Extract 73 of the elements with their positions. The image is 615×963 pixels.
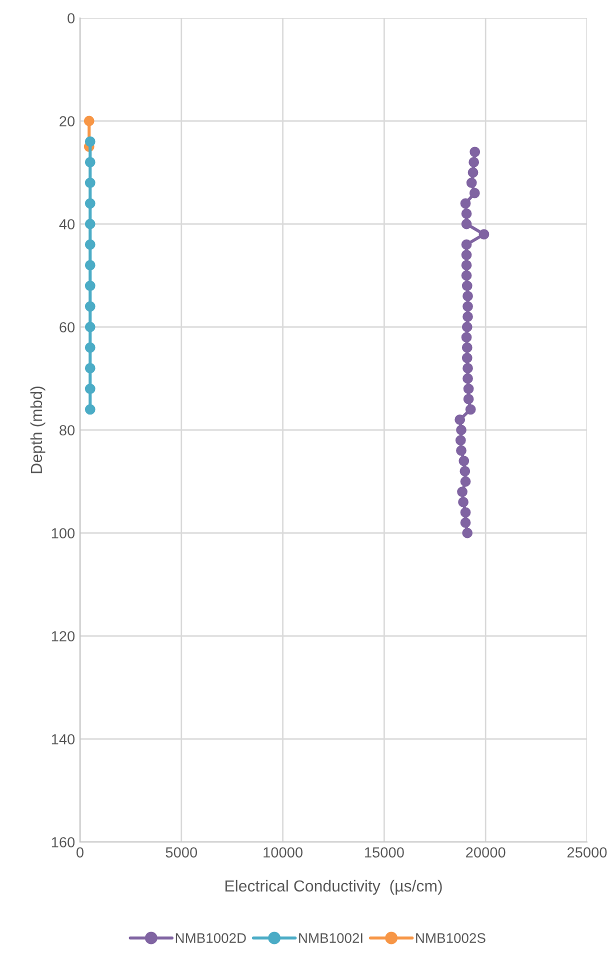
x-axis-title: Electrical Conductivity (µs/cm) (225, 880, 442, 895)
y-axis-title: Depth (mbd) (30, 386, 46, 474)
point (470, 146, 480, 158)
x-tick-label: 0 (76, 847, 84, 858)
y-tick-label: 40 (59, 219, 75, 230)
point (462, 311, 473, 322)
point (458, 456, 470, 466)
point (463, 384, 474, 394)
x-tick-label: 25000 (567, 847, 607, 858)
y-tick-label: 160 (52, 837, 75, 848)
point (84, 301, 96, 312)
point (478, 229, 490, 240)
point (461, 260, 472, 270)
y-tick-label: 80 (60, 425, 75, 436)
point (84, 322, 96, 332)
legend-label: NMB1002S (416, 933, 486, 943)
x-tick-label: 10000 (264, 847, 303, 858)
y-tick-label: 120 (52, 631, 75, 642)
point (84, 342, 96, 353)
point (460, 198, 471, 209)
point (462, 362, 473, 374)
point (462, 290, 473, 302)
point (468, 167, 478, 178)
point (462, 301, 473, 312)
point (461, 270, 472, 281)
point (84, 239, 96, 250)
point (469, 188, 480, 198)
point (84, 156, 96, 168)
point (463, 394, 474, 404)
point (460, 476, 471, 487)
point (462, 322, 472, 332)
point (454, 414, 466, 425)
point (84, 404, 96, 415)
point (462, 373, 473, 384)
x-tick-label: 15000 (365, 847, 404, 858)
point (468, 156, 480, 168)
point (84, 260, 96, 270)
point (84, 218, 96, 230)
point (455, 435, 466, 446)
point (460, 517, 471, 528)
point (460, 507, 471, 518)
y-tick-label: 60 (60, 322, 75, 332)
y-tick-label: 100 (52, 528, 75, 538)
point (84, 362, 96, 374)
point (462, 352, 472, 364)
point (84, 178, 96, 188)
point (456, 445, 466, 456)
point (84, 280, 96, 292)
point (461, 332, 472, 343)
y-tick-label: 20 (60, 116, 75, 126)
legend-label: NMB1002I (299, 933, 362, 943)
legend-label: NMB1002D (176, 933, 246, 943)
point (84, 384, 96, 394)
x-tick-label: 20000 (466, 847, 506, 858)
point (84, 116, 94, 126)
point (461, 250, 472, 260)
point (462, 528, 473, 538)
point (462, 280, 472, 292)
point (462, 342, 472, 353)
point (84, 136, 96, 147)
x-tick-label: 5000 (166, 847, 198, 858)
point (457, 486, 468, 498)
point (460, 466, 470, 476)
point (461, 218, 472, 230)
point (84, 198, 96, 209)
point (456, 424, 466, 436)
y-tick-label: 0 (68, 13, 75, 24)
y-tick-label: 140 (52, 734, 75, 744)
point (466, 178, 477, 188)
point (458, 496, 468, 508)
point (461, 239, 472, 250)
point (461, 208, 472, 219)
point (465, 404, 476, 415)
